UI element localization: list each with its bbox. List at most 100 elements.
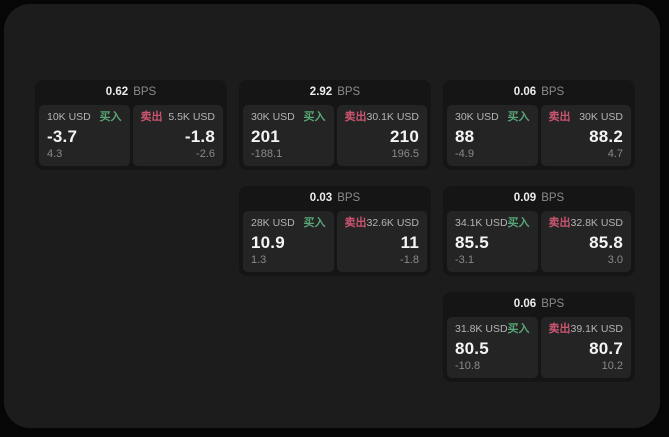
- bps-spread-value: 0.06: [513, 297, 537, 310]
- sell-delta-value: 3.0: [607, 254, 623, 266]
- sell-price-value: 210: [390, 126, 419, 146]
- buy-tile[interactable]: 30K USD 买入 88 -4.9: [447, 105, 538, 166]
- card-body: 30K USD 买入 201 -188.1 卖出 30.1K USD 210 1…: [243, 105, 427, 166]
- sell-tile-header: 卖出 30K USD: [549, 112, 624, 123]
- sell-size-label: 32.8K USD: [570, 217, 624, 230]
- buy-size-label: 34.1K USD: [455, 217, 508, 230]
- sell-tile[interactable]: 卖出 30K USD 88.2 4.7: [540, 105, 631, 166]
- buy-tile-header: 34.1K USD 买入: [455, 218, 530, 229]
- sell-tile-header: 卖出 32.8K USD: [549, 218, 624, 229]
- buy-tile-header: 30K USD 买入: [455, 112, 530, 123]
- card-body: 10K USD 买入 -3.7 4.3 卖出 5.5K USD -1.8 -2.…: [39, 105, 223, 166]
- sell-side-label: 卖出: [548, 323, 571, 335]
- buy-size-label: 31.8K USD: [455, 323, 508, 336]
- bps-unit-label: BPS: [337, 191, 361, 204]
- sell-price-value: 11: [400, 232, 419, 252]
- sell-size-label: 32.6K USD: [366, 217, 420, 230]
- card-body: 30K USD 买入 88 -4.9 卖出 30K USD 88.2 4.7: [447, 105, 631, 166]
- buy-price-value: 85.5: [455, 232, 489, 252]
- buy-tile-header: 10K USD 买入: [47, 112, 122, 123]
- buy-price-value: 201: [251, 126, 280, 146]
- bps-spread-value: 0.06: [513, 85, 537, 98]
- sell-tile[interactable]: 卖出 5.5K USD -1.8 -2.6: [132, 105, 223, 166]
- buy-side-label: 买入: [303, 111, 326, 123]
- sell-tile[interactable]: 卖出 39.1K USD 80.7 10.2: [540, 317, 631, 378]
- sell-tile-header: 卖出 32.6K USD: [345, 218, 420, 229]
- quote-card: 0.62 BPS 10K USD 买入 -3.7 4.3 卖出 5.5K USD…: [35, 80, 227, 170]
- buy-side-label: 买入: [99, 111, 122, 123]
- sell-delta-value: 196.5: [391, 148, 419, 160]
- sell-size-label: 30K USD: [579, 111, 623, 124]
- buy-delta-value: 4.3: [47, 148, 63, 160]
- sell-delta-value: -2.6: [196, 148, 215, 160]
- sell-tile[interactable]: 卖出 32.6K USD 11 -1.8: [336, 211, 427, 272]
- card-body: 34.1K USD 买入 85.5 -3.1 卖出 32.8K USD 85.8…: [447, 211, 631, 272]
- bps-unit-label: BPS: [337, 85, 361, 98]
- buy-price-value: -3.7: [47, 126, 78, 146]
- buy-tile[interactable]: 10K USD 买入 -3.7 4.3: [39, 105, 130, 166]
- quote-card: 2.92 BPS 30K USD 买入 201 -188.1 卖出 30.1K …: [239, 80, 431, 170]
- sell-tile[interactable]: 卖出 30.1K USD 210 196.5: [336, 105, 427, 166]
- quote-card: 0.06 BPS 31.8K USD 买入 80.5 -10.8 卖出 39.1…: [443, 292, 635, 382]
- sell-size-label: 30.1K USD: [366, 111, 420, 124]
- buy-size-label: 30K USD: [251, 111, 295, 124]
- bps-unit-label: BPS: [133, 85, 157, 98]
- card-header: 0.09 BPS: [447, 186, 631, 211]
- sell-size-label: 39.1K USD: [570, 323, 624, 336]
- sell-price-value: 80.7: [589, 338, 623, 358]
- sell-side-label: 卖出: [140, 111, 163, 123]
- card-body: 28K USD 买入 10.9 1.3 卖出 32.6K USD 11 -1.8: [243, 211, 427, 272]
- bps-spread-value: 0.62: [105, 85, 129, 98]
- quote-card: 0.06 BPS 30K USD 买入 88 -4.9 卖出 30K USD 8…: [443, 80, 635, 170]
- buy-delta-value: 1.3: [251, 254, 267, 266]
- sell-delta-value: 10.2: [601, 360, 623, 372]
- buy-tile[interactable]: 28K USD 买入 10.9 1.3: [243, 211, 334, 272]
- sell-side-label: 卖出: [548, 111, 571, 123]
- quote-card: 0.03 BPS 28K USD 买入 10.9 1.3 卖出 32.6K US…: [239, 186, 431, 276]
- buy-size-label: 10K USD: [47, 111, 91, 124]
- sell-tile-header: 卖出 39.1K USD: [549, 324, 624, 335]
- buy-side-label: 买入: [507, 323, 530, 335]
- buy-tile[interactable]: 34.1K USD 买入 85.5 -3.1: [447, 211, 538, 272]
- sell-tile-header: 卖出 5.5K USD: [141, 112, 216, 123]
- buy-price-value: 80.5: [455, 338, 489, 358]
- card-header: 0.06 BPS: [447, 80, 631, 105]
- sell-size-label: 5.5K USD: [168, 111, 215, 124]
- sell-side-label: 卖出: [548, 217, 571, 229]
- card-header: 0.06 BPS: [447, 292, 631, 317]
- buy-tile-header: 31.8K USD 买入: [455, 324, 530, 335]
- buy-size-label: 30K USD: [455, 111, 499, 124]
- buy-side-label: 买入: [507, 111, 530, 123]
- card-header: 2.92 BPS: [243, 80, 427, 105]
- buy-delta-value: -10.8: [455, 360, 481, 372]
- quote-card: 0.09 BPS 34.1K USD 买入 85.5 -3.1 卖出 32.8K…: [443, 186, 635, 276]
- buy-price-value: 10.9: [251, 232, 285, 252]
- buy-tile[interactable]: 31.8K USD 买入 80.5 -10.8: [447, 317, 538, 378]
- bps-unit-label: BPS: [541, 191, 565, 204]
- bps-spread-value: 2.92: [309, 85, 333, 98]
- sell-price-value: -1.8: [184, 126, 215, 146]
- main-panel: 0.62 BPS 10K USD 买入 -3.7 4.3 卖出 5.5K USD…: [4, 4, 660, 428]
- buy-delta-value: -188.1: [251, 148, 283, 160]
- buy-price-value: 88: [455, 126, 475, 146]
- bps-spread-value: 0.03: [309, 191, 333, 204]
- buy-tile[interactable]: 30K USD 买入 201 -188.1: [243, 105, 334, 166]
- sell-price-value: 88.2: [589, 126, 623, 146]
- sell-delta-value: 4.7: [607, 148, 623, 160]
- buy-tile-header: 30K USD 买入: [251, 112, 326, 123]
- card-body: 31.8K USD 买入 80.5 -10.8 卖出 39.1K USD 80.…: [447, 317, 631, 378]
- buy-tile-header: 28K USD 买入: [251, 218, 326, 229]
- buy-delta-value: -4.9: [455, 148, 474, 160]
- card-header: 0.62 BPS: [39, 80, 223, 105]
- sell-side-label: 卖出: [344, 111, 367, 123]
- bps-unit-label: BPS: [541, 297, 565, 310]
- bps-spread-value: 0.09: [513, 191, 537, 204]
- sell-tile-header: 卖出 30.1K USD: [345, 112, 420, 123]
- sell-delta-value: -1.8: [400, 254, 419, 266]
- sell-tile[interactable]: 卖出 32.8K USD 85.8 3.0: [540, 211, 631, 272]
- quote-cards-grid: 0.62 BPS 10K USD 买入 -3.7 4.3 卖出 5.5K USD…: [35, 80, 635, 382]
- buy-side-label: 买入: [507, 217, 530, 229]
- card-header: 0.03 BPS: [243, 186, 427, 211]
- buy-size-label: 28K USD: [251, 217, 295, 230]
